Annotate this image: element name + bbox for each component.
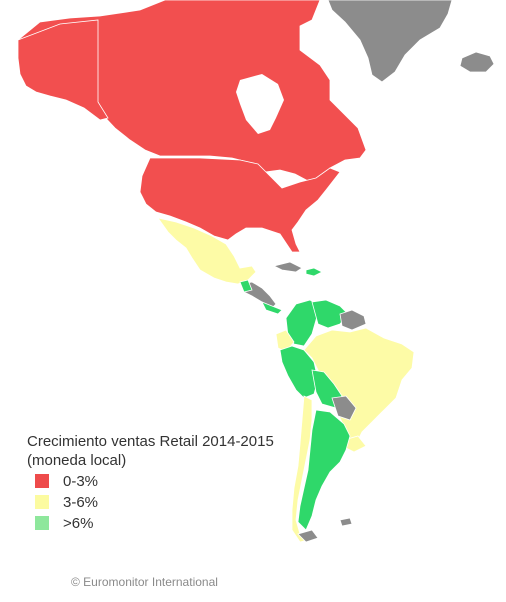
legend-item-low: 0-3% [27,471,274,491]
red-swatch-icon [35,474,49,488]
legend: Crecimiento ventas Retail 2014-2015 (mon… [27,432,274,533]
legend-label: 0-3% [63,472,99,490]
region-hudson-bay [236,74,284,134]
green-swatch-icon [35,516,49,530]
region-falklands[interactable] [339,517,353,527]
region-cuba[interactable] [272,261,303,273]
legend-title: Crecimiento ventas Retail 2014-2015 [27,433,274,450]
credit-text: © Euromonitor International [71,575,218,589]
region-iceland[interactable] [459,51,495,73]
legend-label: >6% [63,514,94,532]
yellow-swatch-icon [35,495,49,509]
region-usa[interactable] [139,157,341,253]
region-greenland[interactable] [327,0,453,83]
region-argentina[interactable] [297,409,351,531]
region-guyanas[interactable] [339,309,367,331]
legend-item-high: >6% [27,513,274,533]
region-alaska[interactable] [17,19,109,121]
region-tierra-del-fuego[interactable] [297,529,319,543]
region-paraguay[interactable] [331,395,357,421]
region-costa-rica-panama[interactable] [261,301,283,315]
legend-subtitle: (moneda local) [27,452,127,469]
region-peru[interactable] [279,345,319,399]
legend-item-mid: 3-6% [27,492,274,512]
region-dominican-republic[interactable] [305,267,323,277]
legend-label: 3-6% [63,493,99,511]
region-guatemala[interactable] [239,279,253,293]
